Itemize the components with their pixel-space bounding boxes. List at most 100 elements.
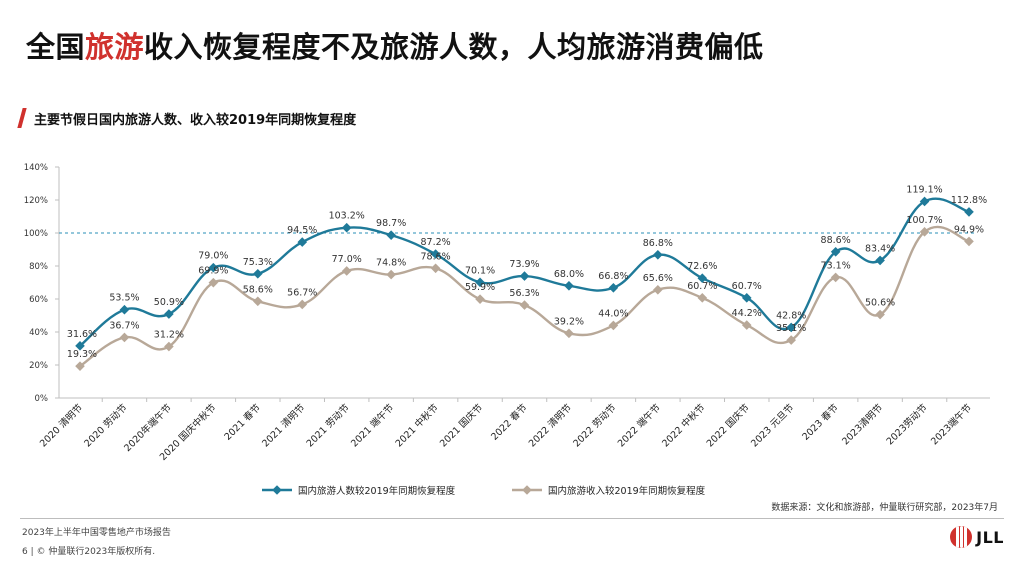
series-2-data-label: 73.1% <box>821 260 851 271</box>
series-1-data-label: 86.8% <box>643 238 673 249</box>
series-2-data-label: 56.3% <box>509 288 539 299</box>
x-tick-label: 2023 春节 <box>800 402 841 443</box>
series-2-marker <box>119 332 130 343</box>
series-2-marker <box>919 227 930 237</box>
series-1-data-label: 98.7% <box>376 218 406 229</box>
series-2-marker <box>964 236 974 247</box>
series-1-marker <box>252 268 263 279</box>
legend-marker-2 <box>522 485 532 495</box>
x-tick-label: 2022 清明节 <box>526 402 574 450</box>
series-line-1 <box>79 197 970 347</box>
series-1-marker <box>786 322 797 333</box>
series-2-data-label: 19.3% <box>67 349 97 360</box>
series-2-marker <box>252 296 263 307</box>
series-1-data-label: 53.5% <box>109 293 139 304</box>
y-tick-label: 140% <box>24 163 48 173</box>
series-1-data-label: 119.1% <box>906 184 942 195</box>
series-1-data-label: 31.6% <box>67 329 97 340</box>
series-2-data-label: 44.0% <box>598 308 628 319</box>
series-2-marker <box>608 320 619 331</box>
chart-subtitle: 主要节假日国内旅游人数、收入较2019年同期恢复程度 <box>34 112 357 128</box>
series-2-marker <box>430 263 441 274</box>
series-2-marker <box>164 341 174 352</box>
x-tick-label: 2021 劳动节 <box>304 402 352 450</box>
series-1-marker <box>608 282 619 293</box>
series-2-data-label: 35.1% <box>776 323 806 334</box>
series-1-data-label: 103.2% <box>329 211 365 222</box>
y-tick-label: 40% <box>29 328 48 338</box>
series-2-data-label: 39.2% <box>554 316 584 327</box>
series-2-data-label: 78.6% <box>421 251 451 262</box>
x-tick-label: 2021 春节 <box>222 402 263 443</box>
footer-copyright-line: 6 | © 仲量联行2023年版权所有. <box>22 544 155 557</box>
legend-label-2: 国内旅游收入较2019年同期恢复程度 <box>548 485 706 497</box>
series-2-marker <box>297 299 308 310</box>
x-tick-label: 2023劳动节 <box>884 402 930 448</box>
series-1-marker <box>697 273 708 284</box>
series-2-data-label: 59.9% <box>465 282 495 293</box>
x-tick-label: 2021 端午节 <box>348 402 396 450</box>
title-rest: 收入恢复程度不及旅游人数，人均旅游消费偏低 <box>144 30 764 64</box>
jll-logo-icon <box>950 526 973 548</box>
x-tick-label: 2021 中秋节 <box>393 402 441 450</box>
series-2-data-label: 36.7% <box>109 320 139 331</box>
series-1-marker <box>741 293 752 303</box>
series-1-data-label: 73.9% <box>509 259 539 270</box>
series-1-data-label: 50.9% <box>154 297 184 308</box>
series-1-data-label: 87.2% <box>421 237 451 248</box>
series-2-marker <box>564 328 574 339</box>
series-2-marker <box>386 269 396 280</box>
series-1-data-label: 79.0% <box>198 251 228 262</box>
y-tick-label: 20% <box>29 361 48 371</box>
series-1-marker <box>919 196 930 207</box>
y-tick-label: 120% <box>24 196 48 206</box>
y-tick-label: 0% <box>35 394 49 404</box>
page-number: 6 <box>22 547 28 557</box>
title-prefix: 全国 <box>26 30 86 64</box>
copyright: | © 仲量联行2023年版权所有. <box>30 547 156 557</box>
series-1-data-label: 68.0% <box>554 269 584 280</box>
series-2-marker <box>786 335 797 345</box>
series-1-data-label: 42.8% <box>776 310 806 321</box>
logo-text: JLL <box>976 527 1004 547</box>
x-tick-label: 2023清明节 <box>839 402 885 448</box>
series-2-data-label: 31.2% <box>154 330 184 341</box>
title-highlight: 旅游 <box>85 30 145 64</box>
y-tick-label: 100% <box>24 229 48 239</box>
legend-marker-1 <box>272 485 282 495</box>
series-1-data-label: 66.8% <box>598 271 628 282</box>
y-tick-label: 80% <box>29 262 48 272</box>
series-2-data-label: 74.8% <box>376 258 406 269</box>
series-2-marker <box>341 266 352 276</box>
x-tick-label: 2021 清明节 <box>259 402 307 450</box>
series-2-data-label: 60.7% <box>687 281 717 292</box>
series-1-marker <box>164 309 174 319</box>
series-2-marker <box>519 300 530 310</box>
legend-label-1: 国内旅游人数较2019年同期恢复程度 <box>298 485 456 497</box>
x-tick-label: 2022 中秋节 <box>660 402 708 450</box>
series-1-data-label: 60.7% <box>732 281 762 292</box>
x-tick-label: 2023 元旦节 <box>749 402 796 449</box>
x-tick-label: 2022 劳动节 <box>571 402 619 450</box>
series-2-data-label: 100.7% <box>906 215 942 226</box>
x-tick-label: 2022 国庆节 <box>704 402 752 450</box>
x-tick-label: 2021 国庆节 <box>437 402 485 450</box>
series-2-marker <box>697 293 708 303</box>
series-1-marker <box>564 280 574 291</box>
series-2-data-label: 65.6% <box>643 273 673 284</box>
series-1-data-label: 72.6% <box>687 261 717 272</box>
series-1-data-label: 70.1% <box>465 265 495 276</box>
series-2-data-label: 58.6% <box>243 284 273 295</box>
page-title: 全国旅游收入恢复程度不及旅游人数，人均旅游消费偏低 <box>26 24 764 66</box>
jll-logo: JLL <box>950 526 1004 548</box>
x-tick-label: 2023端午节 <box>928 402 974 448</box>
x-tick-label: 2022 春节 <box>488 402 529 443</box>
x-tick-label: 2020 清明节 <box>37 402 85 450</box>
series-1-marker <box>964 207 974 217</box>
footer-divider <box>20 518 1004 519</box>
data-source: 数据来源：文化和旅游部，仲量联行研究部，2023年7月 <box>771 503 998 513</box>
chart-heading: 主要节假日国内旅游人数、收入较2019年同期恢复程度 <box>17 106 357 130</box>
series-2-marker <box>653 284 663 295</box>
series-1-marker <box>830 247 841 257</box>
